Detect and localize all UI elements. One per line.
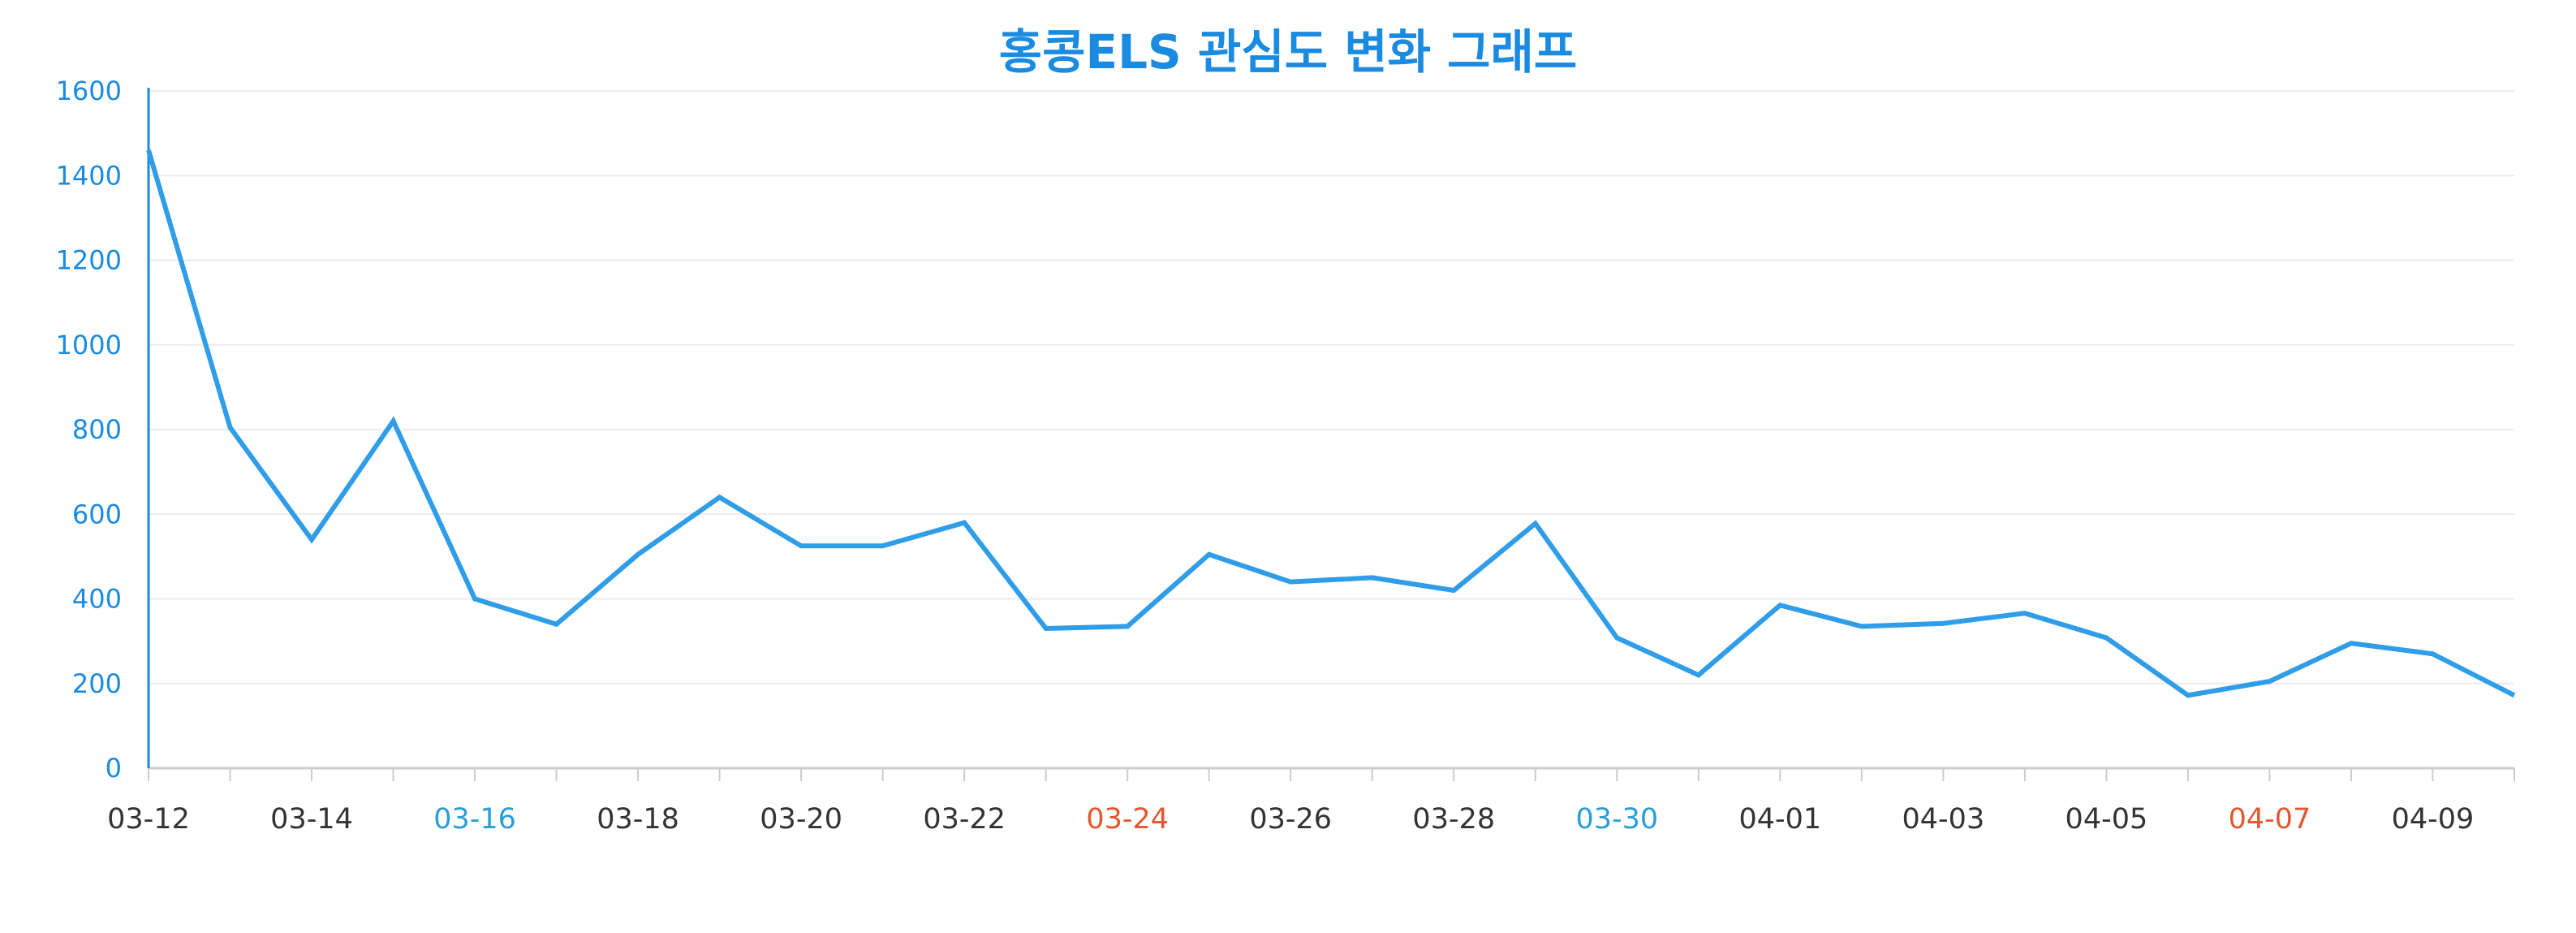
y-tick-label: 200 xyxy=(72,668,122,699)
x-tick-label: 03-22 xyxy=(923,803,1006,836)
series-layer xyxy=(146,149,2516,698)
x-tick-label: 03-26 xyxy=(1249,803,1332,836)
x-tick-label: 03-12 xyxy=(107,803,190,836)
axes xyxy=(147,88,2514,770)
x-tick-label: 03-14 xyxy=(270,803,353,836)
x-tick-label: 04-03 xyxy=(1902,803,1985,836)
chart-title: 홍콩ELS 관심도 변화 그래프 xyxy=(998,24,1578,80)
x-tick-label: 04-05 xyxy=(2066,803,2148,836)
y-tick-label: 1400 xyxy=(56,160,122,191)
x-tick-label: 03-30 xyxy=(1575,803,1658,836)
x-tick-label: 03-20 xyxy=(760,803,842,836)
x-tick-label: 04-09 xyxy=(2392,803,2475,836)
y-axis-ticks: 0 200 400 600 800 1000 1200 1400 1600 xyxy=(56,76,122,784)
grid-lines xyxy=(149,90,2514,685)
y-tick-label: 0 xyxy=(106,753,122,784)
y-tick-label: 400 xyxy=(72,584,122,615)
x-tick-label: 03-16 xyxy=(433,803,516,836)
x-tick-label: 03-28 xyxy=(1412,803,1495,836)
y-tick-label: 1600 xyxy=(56,76,122,106)
x-tick-label: 04-01 xyxy=(1738,803,1821,836)
y-tick-label: 1000 xyxy=(56,330,122,361)
x-tick-label: 04-07 xyxy=(2229,803,2311,836)
series-line xyxy=(146,149,2516,698)
x-axis-ticks: 03-12 03-14 03-16 03-18 03-20 03-22 03-24 03-26… xyxy=(107,768,2515,836)
x-tick-label: 03-18 xyxy=(597,803,679,836)
y-tick-label: 800 xyxy=(72,414,122,445)
y-tick-label: 600 xyxy=(72,499,122,529)
y-tick-label: 1200 xyxy=(56,245,122,276)
x-tick-label: 03-24 xyxy=(1086,803,1169,836)
